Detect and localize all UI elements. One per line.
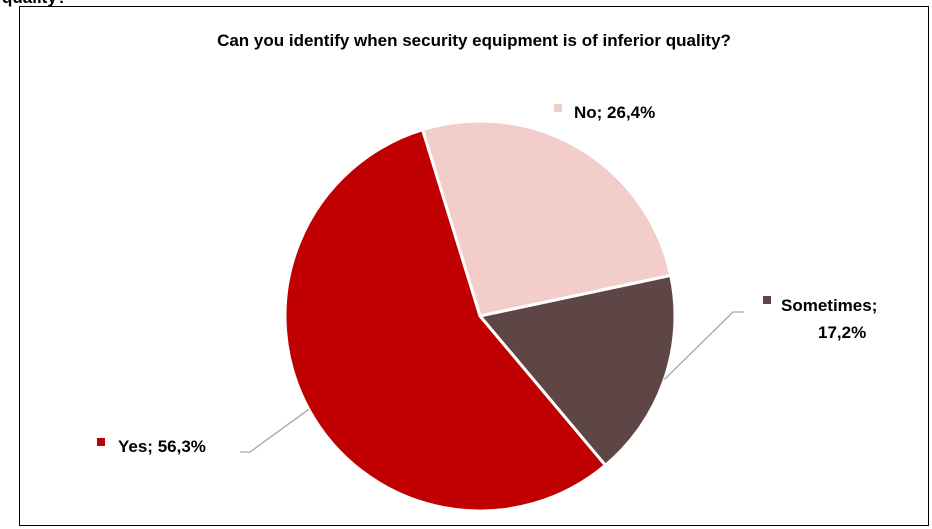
- pie-slice-sometimes: [477, 273, 677, 468]
- overflow-caption: quality?: [2, 0, 67, 8]
- leader-line-sometimes: [663, 311, 744, 380]
- chart-title: Can you identify when security equipment…: [217, 31, 731, 50]
- label-sometimes-line2: 17,2%: [818, 323, 866, 342]
- pie-slice-no: [420, 119, 673, 318]
- label-no: No; 26,4%: [574, 103, 655, 122]
- leader-line-yes: [240, 408, 310, 453]
- yes-legend-marker: [97, 438, 105, 446]
- label-sometimes-line1: Sometimes;: [781, 296, 877, 315]
- label-yes: Yes; 56,3%: [118, 437, 206, 456]
- no-legend-marker: [554, 104, 562, 112]
- sometimes-legend-marker: [763, 296, 771, 304]
